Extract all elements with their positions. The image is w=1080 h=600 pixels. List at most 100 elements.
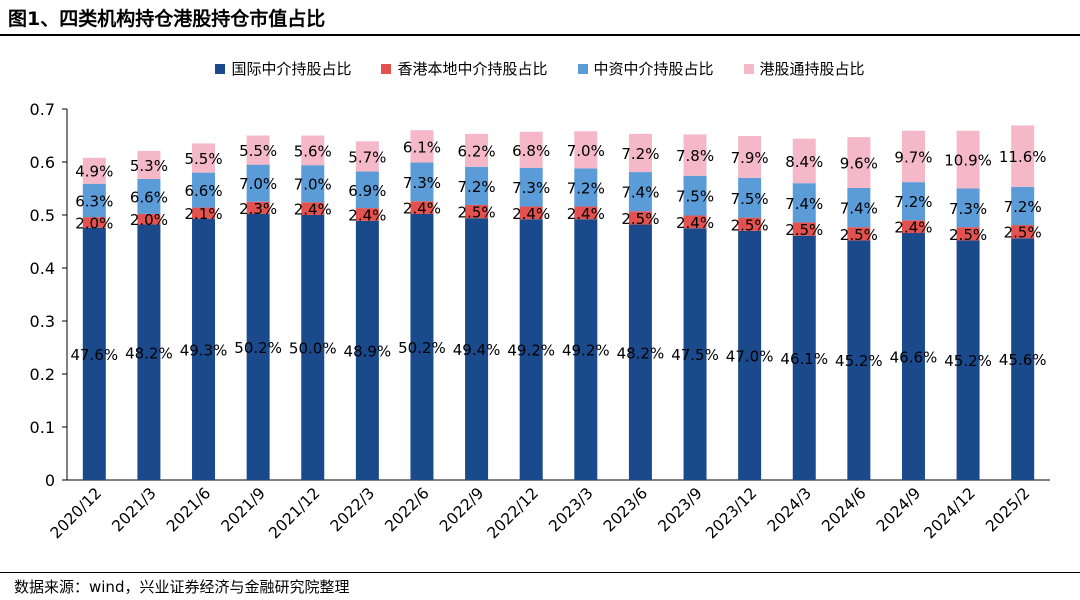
data-label-hk: 2.4% xyxy=(894,219,932,237)
data-label-connect: 6.1% xyxy=(403,138,441,156)
data-label-hk: 2.4% xyxy=(567,205,605,223)
data-label-hk: 2.0% xyxy=(130,211,168,229)
data-label-cn: 6.3% xyxy=(75,192,113,210)
bar-segment-hk xyxy=(410,201,434,214)
data-label-intl: 48.2% xyxy=(125,344,173,362)
data-label-hk: 2.0% xyxy=(75,214,113,232)
data-source: 数据来源：wind，兴业证券经济与金融研究院整理 xyxy=(14,578,350,596)
y-tick-label: 0.3 xyxy=(30,312,55,331)
x-tick-label: 2022/6 xyxy=(382,484,433,535)
data-label-intl: 50.0% xyxy=(289,340,337,358)
bar-segment-connect xyxy=(628,133,652,173)
bar-segment-cn xyxy=(192,172,216,208)
data-label-intl: 49.2% xyxy=(562,342,610,360)
bar-segment-intl xyxy=(246,213,270,480)
data-label-hk: 2.5% xyxy=(1004,224,1042,242)
data-label-connect: 7.8% xyxy=(676,147,714,165)
bar-segment-intl xyxy=(683,228,707,480)
x-tick-label: 2022/3 xyxy=(327,484,378,535)
legend-label-connect: 港股通持股占比 xyxy=(759,60,865,78)
data-label-connect: 5.3% xyxy=(130,157,168,175)
data-label-hk: 2.5% xyxy=(621,210,659,228)
data-label-intl: 50.2% xyxy=(234,339,282,357)
stacked-bar-chart: 0 0.1 0.2 0.3 0.4 0.5 0.6 0.7 47.6% 2.0% 6.3% 4.9% 2… xyxy=(30,100,1050,542)
bar-segment-cn xyxy=(1011,186,1035,226)
data-label-intl: 45.2% xyxy=(944,352,992,370)
y-tick-label: 0.5 xyxy=(30,206,55,225)
bar-segment-intl xyxy=(792,235,816,480)
data-label-cn: 6.6% xyxy=(184,182,222,200)
data-label-connect: 5.6% xyxy=(294,142,332,160)
bar-segment-intl xyxy=(301,215,325,480)
legend-swatch-intl xyxy=(215,63,226,74)
bar-segment-cn xyxy=(410,162,434,202)
bar-segment-intl xyxy=(1011,238,1035,480)
y-tick-label: 0.1 xyxy=(30,418,55,437)
bar-segment-cn xyxy=(738,177,762,218)
bar-segment-hk xyxy=(683,215,707,229)
bar-segment-hk xyxy=(1011,225,1035,239)
bar-segment-intl xyxy=(574,219,598,481)
data-label-cn: 7.2% xyxy=(458,178,496,196)
data-label-hk: 2.5% xyxy=(785,221,823,239)
data-label-connect: 9.6% xyxy=(840,155,878,173)
bar-segment-connect xyxy=(246,135,270,165)
legend-label-cn: 中资中介持股占比 xyxy=(593,60,714,78)
x-tick-label: 2023/3 xyxy=(545,484,596,535)
bar-segment-hk xyxy=(901,220,925,234)
data-label-cn: 7.3% xyxy=(403,174,441,192)
bar-segment-hk xyxy=(82,217,106,228)
bar-segment-hk xyxy=(792,222,816,236)
data-label-cn: 7.2% xyxy=(567,179,605,197)
bar-segment-connect xyxy=(956,130,980,189)
data-label-intl: 49.3% xyxy=(180,341,228,359)
data-label-connect: 5.5% xyxy=(184,150,222,168)
data-label-connect: 9.7% xyxy=(894,148,932,166)
bar-segment-cn xyxy=(465,166,489,205)
data-label-connect: 4.9% xyxy=(75,163,113,181)
x-tick-label: 2021/12 xyxy=(265,484,323,542)
bar-segment-hk xyxy=(355,208,379,221)
bar-segment-connect xyxy=(574,131,598,169)
data-label-hk: 2.4% xyxy=(348,206,386,224)
x-tick-label: 2023/12 xyxy=(702,484,760,542)
y-tick-label: 0 xyxy=(45,471,55,490)
legend-item-cn: 中资中介持股占比 xyxy=(577,58,714,79)
bar-segment-hk xyxy=(465,204,489,219)
x-tick-label: 2024/12 xyxy=(921,484,979,542)
legend-item-intl: 国际中介持股占比 xyxy=(215,58,351,79)
chart-legend: 国际中介持股占比 香港本地中介持股占比 中资中介持股占比 港股通持股占比 xyxy=(0,58,1080,79)
data-label-intl: 48.9% xyxy=(344,342,392,360)
data-label-cn: 7.5% xyxy=(731,190,769,208)
bar-segment-intl xyxy=(410,213,434,480)
bar-segment-connect xyxy=(465,133,489,167)
bar-segment-cn xyxy=(628,172,652,212)
data-label-connect: 5.5% xyxy=(239,142,277,160)
data-label-connect: 10.9% xyxy=(944,152,992,170)
data-label-intl: 49.4% xyxy=(453,341,501,359)
chart-title: 图1、四类机构持仓港股持仓市值占比 xyxy=(8,8,326,30)
y-tick-label: 0.2 xyxy=(30,365,55,384)
data-label-intl: 47.6% xyxy=(70,346,118,364)
data-label-hk: 2.5% xyxy=(949,226,987,244)
data-label-hk: 2.5% xyxy=(731,216,769,234)
bar-segment-cn xyxy=(956,188,980,228)
data-label-cn: 7.0% xyxy=(239,175,277,193)
x-tick-label: 2023/9 xyxy=(655,484,706,535)
bar-segment-intl xyxy=(465,218,489,480)
bar-segment-cn xyxy=(683,175,707,216)
data-label-hk: 2.4% xyxy=(403,200,441,218)
bar-segment-intl xyxy=(738,230,762,480)
data-label-cn: 6.6% xyxy=(130,188,168,206)
legend-item-hk: 香港本地中介持股占比 xyxy=(381,58,548,79)
bar-segment-connect xyxy=(137,150,161,179)
bar-segment-cn xyxy=(792,183,816,223)
bar-segment-hk xyxy=(301,202,325,215)
data-label-hk: 2.3% xyxy=(239,200,277,218)
data-label-intl: 47.5% xyxy=(671,346,719,364)
bar-segment-cn xyxy=(901,182,925,221)
x-tick-label: 2021/9 xyxy=(218,484,269,535)
bar-segment-connect xyxy=(792,138,816,184)
legend-label-hk: 香港本地中介持股占比 xyxy=(397,60,548,78)
x-tick-label: 2024/6 xyxy=(818,484,869,535)
